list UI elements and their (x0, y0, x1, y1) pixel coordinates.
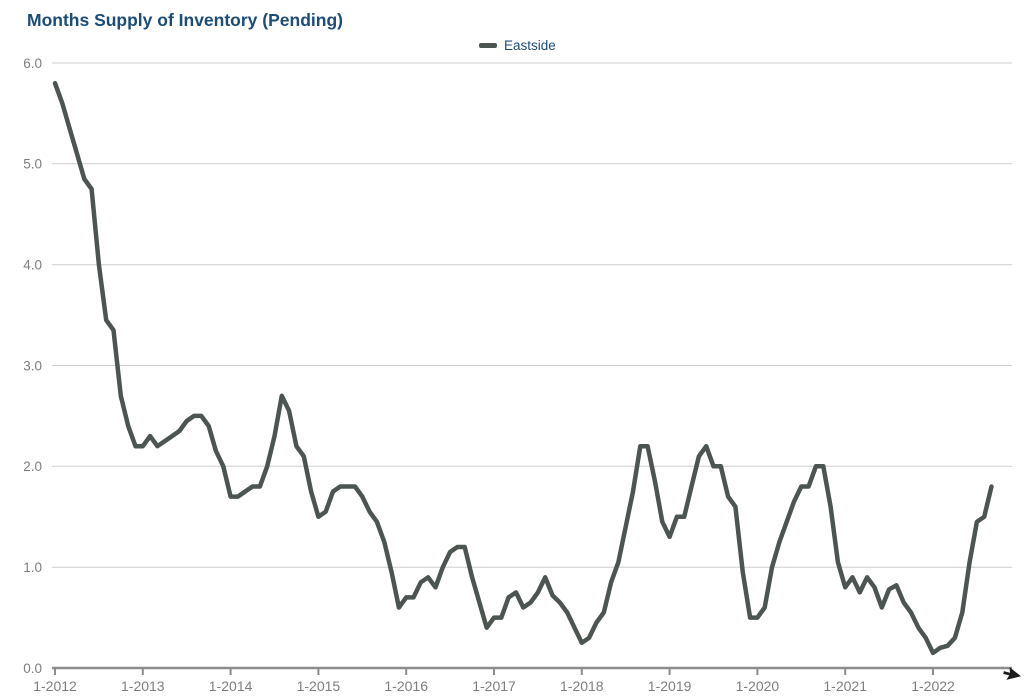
legend-line-marker (479, 43, 497, 48)
x-tick-label: 1-2016 (384, 678, 428, 694)
legend: Eastside (479, 38, 556, 53)
x-tick-label: 1-2021 (823, 678, 867, 694)
x-tick-label: 1-2020 (736, 678, 780, 694)
chart-title: Months Supply of Inventory (Pending) (27, 10, 343, 30)
x-tick-label: 1-2013 (121, 678, 165, 694)
y-tick-label: 0.0 (23, 661, 42, 676)
x-tick-label: 1-2019 (648, 678, 692, 694)
x-tick-label: 1-2012 (33, 678, 77, 694)
mouse-cursor-arrow (1003, 667, 1021, 680)
legend-label: Eastside (504, 38, 556, 53)
x-tick-label: 1-2014 (209, 678, 253, 694)
mouse-cursor (1003, 667, 1021, 680)
y-tick-label: 5.0 (23, 157, 42, 172)
x-tick-label: 1-2015 (297, 678, 341, 694)
y-tick-label: 4.0 (23, 258, 42, 273)
y-tick-label: 1.0 (23, 560, 42, 575)
y-tick-label: 2.0 (23, 459, 42, 474)
x-tick-label: 1-2017 (472, 678, 516, 694)
y-tick-label: 3.0 (23, 358, 42, 373)
series-line-eastside (52, 80, 994, 656)
x-tick-label: 1-2022 (911, 678, 955, 694)
x-tick-label: 1-2018 (560, 678, 604, 694)
y-tick-label: 6.0 (23, 56, 42, 71)
